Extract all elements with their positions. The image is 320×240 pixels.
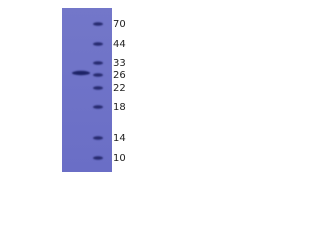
marker-band xyxy=(93,73,103,77)
marker-label: 44 xyxy=(113,39,126,50)
marker-band xyxy=(93,86,103,90)
marker-band xyxy=(93,22,103,26)
marker-label: 14 xyxy=(113,133,126,144)
sample-band xyxy=(72,70,90,76)
marker-label: 26 xyxy=(113,70,126,81)
marker-band xyxy=(93,156,103,160)
marker-label: 70 xyxy=(113,19,126,30)
marker-band xyxy=(93,105,103,109)
marker-label: 33 xyxy=(113,58,126,69)
marker-band xyxy=(93,42,103,46)
marker-band xyxy=(93,61,103,65)
marker-label: 10 xyxy=(113,153,126,164)
marker-label: 18 xyxy=(113,102,126,113)
gel xyxy=(62,8,112,172)
page: {"ladder": ["70", "44", "33", "26", "22"… xyxy=(0,0,180,180)
marker-band xyxy=(93,136,103,140)
marker-label: 22 xyxy=(113,83,126,94)
